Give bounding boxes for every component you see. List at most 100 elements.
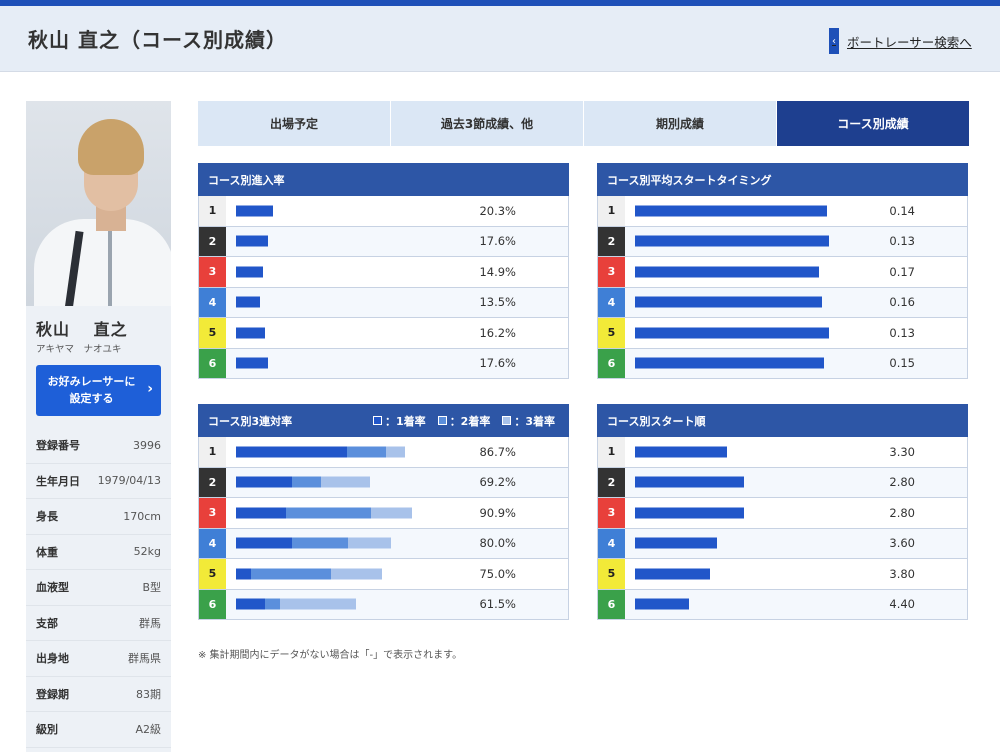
course-number: 4 xyxy=(598,287,625,317)
course-row: 5 16.2% xyxy=(199,318,568,349)
course-row: 2 2.80 xyxy=(598,467,967,498)
course-number: 4 xyxy=(598,528,625,558)
value-label: 75.0% xyxy=(479,566,516,581)
bar xyxy=(236,327,265,339)
value-label: 3.80 xyxy=(889,566,915,581)
profile-row: 支部 群馬 xyxy=(26,606,171,641)
profile-key: 級別 xyxy=(36,723,58,737)
bar-second xyxy=(265,598,280,610)
course-row: 6 4.40 xyxy=(598,589,967,620)
bar xyxy=(236,205,273,217)
bar xyxy=(635,235,829,247)
course-row: 1 3.30 xyxy=(598,437,967,468)
course-row: 5 3.80 xyxy=(598,559,967,590)
bar xyxy=(236,235,268,247)
profile-value: 170cm xyxy=(123,509,161,523)
profile-row: 身長 170cm xyxy=(26,499,171,535)
course-row: 4 13.5% xyxy=(199,287,568,318)
panel-title: コース別スタート順 xyxy=(597,404,968,437)
value-label: 16.2% xyxy=(479,325,516,340)
value-label: 0.13 xyxy=(889,234,915,249)
bar-first xyxy=(236,598,265,610)
profile-row: 登録期 83期 xyxy=(26,677,171,712)
bar xyxy=(236,357,268,369)
course-row: 5 0.13 xyxy=(598,318,967,349)
profile-value: 群馬 xyxy=(139,616,161,630)
legend-third: ：3着率 xyxy=(502,413,555,429)
course-number: 1 xyxy=(199,196,226,226)
legend-first: ：1着率 xyxy=(373,413,426,429)
bar-second xyxy=(292,537,348,549)
course-row: 6 61.5% xyxy=(199,589,568,620)
value-label: 0.16 xyxy=(889,295,915,310)
bar-second xyxy=(347,446,386,458)
value-label: 86.7% xyxy=(479,444,516,459)
chart-legend: ：1着率 ：2着率 ：3着率 xyxy=(373,413,569,429)
panel-title: コース別進入率 xyxy=(198,163,569,196)
course-row: 1 20.3% xyxy=(199,196,568,227)
bar-first xyxy=(236,568,251,580)
course-number: 6 xyxy=(598,589,625,619)
bar xyxy=(635,598,689,610)
value-label: 17.6% xyxy=(479,356,516,371)
bar xyxy=(635,266,819,278)
value-label: 17.6% xyxy=(479,234,516,249)
bar xyxy=(635,296,822,308)
top3-rate-panel: コース別3連対率 ：1着率 ：2着率 ：3着率 1 86.7% 2 69.2% 3 90.… xyxy=(198,404,569,620)
course-number: 3 xyxy=(199,257,226,287)
set-favorite-button[interactable]: お好みレーサーに 設定する › xyxy=(36,365,161,416)
profile-value: A2級 xyxy=(135,723,161,737)
profile-key: 身長 xyxy=(36,510,58,524)
profile-key: 生年月日 xyxy=(36,474,80,488)
profile-key: 出身地 xyxy=(36,652,69,666)
course-number: 6 xyxy=(598,348,625,378)
panel-header: コース別3連対率 ：1着率 ：2着率 ：3着率 xyxy=(198,404,569,437)
profile-row: 体重 52kg xyxy=(26,535,171,570)
course-row: 1 86.7% xyxy=(199,437,568,468)
value-label: 2.80 xyxy=(889,475,915,490)
bar xyxy=(635,507,744,519)
bar-third xyxy=(321,476,370,488)
profile-key: 登録期 xyxy=(36,687,69,701)
course-number: 3 xyxy=(199,498,226,528)
profile-value: 83期 xyxy=(136,687,161,701)
profile-key: 支部 xyxy=(36,616,58,630)
racer-profile-sidebar: 秋山 直之 アキヤマ ナオユキ お好みレーサーに 設定する › 登録番号 3996… xyxy=(26,101,171,752)
course-row: 3 14.9% xyxy=(199,257,568,288)
bar-third xyxy=(331,568,382,580)
bar xyxy=(635,537,717,549)
bar xyxy=(635,446,727,458)
value-label: 13.5% xyxy=(479,295,516,310)
course-number: 5 xyxy=(598,318,625,348)
value-label: 69.2% xyxy=(479,475,516,490)
racer-search-link[interactable]: ‹ ボートレーサー検索へ xyxy=(829,28,972,54)
profile-key: 血液型 xyxy=(36,581,69,595)
course-row: 2 17.6% xyxy=(199,226,568,257)
value-label: 2.80 xyxy=(889,505,915,520)
value-label: 3.30 xyxy=(889,444,915,459)
tab-3[interactable]: コース別成績 xyxy=(777,101,969,146)
profile-value: 群馬県 xyxy=(128,652,161,666)
value-label: 20.3% xyxy=(479,203,516,218)
course-row: 4 3.60 xyxy=(598,528,967,559)
course-row: 6 0.15 xyxy=(598,348,967,379)
tab-0[interactable]: 出場予定 xyxy=(198,101,391,146)
tab-1[interactable]: 過去3節成績、他 xyxy=(391,101,584,146)
profile-value: 3996 xyxy=(133,438,161,452)
profile-row: 級別 A2級 xyxy=(26,712,171,748)
course-row: 1 0.14 xyxy=(598,196,967,227)
tab-2[interactable]: 期別成績 xyxy=(584,101,777,146)
set-favorite-button-line2: 設定する xyxy=(69,392,114,405)
value-label: 0.14 xyxy=(889,203,915,218)
course-number: 6 xyxy=(199,348,226,378)
profile-row: 出身地 群馬県 xyxy=(26,641,171,677)
course-number: 1 xyxy=(598,196,625,226)
bar xyxy=(635,327,829,339)
value-label: 61.5% xyxy=(479,597,516,612)
bar-third xyxy=(386,446,405,458)
value-label: 4.40 xyxy=(889,597,915,612)
course-row: 3 2.80 xyxy=(598,498,967,529)
course-number: 4 xyxy=(199,528,226,558)
course-row: 3 90.9% xyxy=(199,498,568,529)
footnote: ※ 集計期間内にデータがない場合は「-」で表示されます。 xyxy=(198,650,463,661)
